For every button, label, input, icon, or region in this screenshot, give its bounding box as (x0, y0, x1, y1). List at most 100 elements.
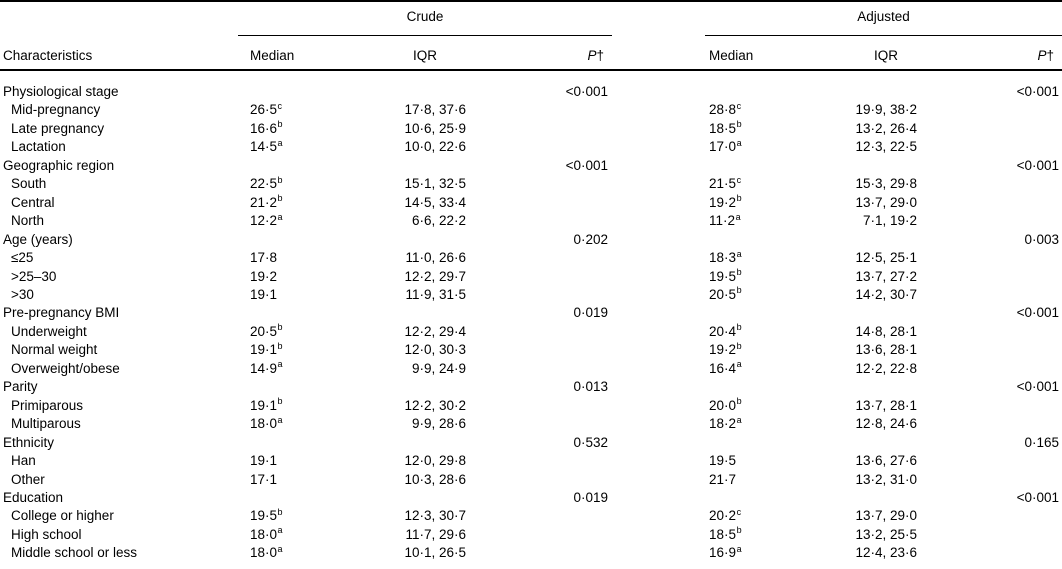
adjusted-median-cell (705, 70, 797, 101)
crude-median-cell: 19·5b (250, 506, 283, 524)
crude-median-cell: 16·6b (250, 119, 283, 136)
gap-cell (612, 526, 705, 544)
table-header: Crude Adjusted Characteristics Median IQ… (0, 1, 1062, 71)
adjusted-median-cell: 18·5b (709, 119, 742, 136)
row-label: Physiological stage (3, 84, 119, 99)
significance-superscript: a (735, 211, 741, 222)
column-header-row: Characteristics Median IQR P† Median IQR… (0, 35, 1062, 71)
gap-cell (612, 268, 705, 286)
table-row: Pre-pregnancy BMI 0·019 <0·001 (0, 304, 1062, 322)
significance-superscript: c (736, 506, 742, 517)
significance-superscript: b (277, 322, 283, 333)
gap-cell (612, 175, 705, 193)
crude-iqr-header: IQR (332, 35, 472, 71)
gap-cell (612, 194, 705, 212)
significance-superscript: b (736, 193, 742, 204)
gap-cell (612, 286, 705, 304)
significance-superscript: b (277, 193, 283, 204)
adjusted-median-cell: 21·7 (709, 471, 737, 487)
gap-cell (612, 378, 705, 396)
adjusted-median-cell (705, 434, 797, 452)
significance-superscript: b (736, 340, 742, 351)
crude-p-cell (472, 507, 612, 525)
crude-iqr-cell: 10·6, 25·9 (404, 120, 466, 136)
crude-group-label: Crude (406, 9, 444, 24)
gap-cell (612, 341, 705, 359)
adjusted-iqr-cell (797, 157, 924, 175)
row-label: Normal weight (11, 342, 98, 358)
adjusted-p-cell: 0·165 (1024, 434, 1060, 450)
adjusted-iqr-cell: 13·7, 29·0 (855, 508, 918, 524)
adjusted-median-cell: 20·2c (709, 506, 742, 524)
gap-cell (612, 489, 705, 507)
crude-iqr-cell (332, 378, 472, 396)
gap-cell (612, 249, 705, 267)
row-label: Han (11, 453, 36, 469)
group-header-row: Crude Adjusted (0, 1, 1062, 36)
crude-p-cell (472, 341, 612, 359)
adjusted-p-cell (924, 286, 1062, 304)
significance-superscript: c (277, 100, 283, 111)
crude-iqr-cell: 12·2, 29·7 (404, 268, 466, 284)
significance-superscript: a (277, 525, 283, 536)
adjusted-median-cell: 28·8c (709, 100, 742, 118)
significance-superscript: b (736, 525, 742, 536)
adjusted-p-cell (924, 397, 1062, 415)
adjusted-median-cell (705, 231, 797, 249)
crude-median-cell: 26·5c (250, 100, 283, 118)
adjusted-iqr-cell: 12·8, 24·6 (855, 416, 918, 432)
crude-group-header: Crude (238, 1, 613, 36)
gap-cell (612, 101, 705, 119)
crude-iqr-cell: 11·0, 26·6 (405, 250, 466, 266)
adjusted-p-cell: <0·001 (1016, 157, 1060, 173)
crude-p-cell: <0·001 (565, 84, 609, 99)
gap-cell (612, 231, 705, 249)
row-label: College or higher (11, 508, 114, 524)
crude-median-cell: 14·5a (250, 137, 283, 155)
gap-cell (612, 212, 705, 230)
crude-p-cell (472, 268, 612, 286)
adjusted-median-cell: 20·4b (709, 322, 742, 339)
adjusted-iqr-header: IQR (797, 35, 925, 71)
significance-superscript: b (277, 506, 283, 517)
crude-iqr-cell (332, 231, 472, 249)
row-label: Lactation (11, 139, 66, 155)
table-row: Central 21·2b 14·5, 33·4 19·2b 13·7, 29·0 (0, 194, 1062, 212)
group-header-spacer (0, 1, 238, 36)
table-row: Multiparous 18·0a 9·9, 28·6 18·2a 12·8, 24·6 (0, 415, 1062, 433)
adjusted-iqr-cell: 14·8, 28·1 (855, 323, 918, 339)
significance-superscript: a (736, 137, 742, 148)
significance-superscript: a (277, 543, 283, 554)
crude-p-cell: 0·532 (573, 434, 609, 450)
table-row: Lactation 14·5a 10·0, 22·6 17·0a 12·3, 22·5 (0, 138, 1062, 156)
adjusted-median-cell: 21·5c (709, 174, 742, 192)
crude-p-symbol: P (587, 48, 597, 63)
significance-superscript: a (736, 359, 742, 370)
significance-superscript: c (736, 174, 742, 185)
crude-p-cell (472, 175, 612, 193)
crude-median-cell: 12·2a (250, 211, 283, 229)
table-row: College or higher 19·5b 12·3, 30·7 20·2c 13·… (0, 507, 1062, 525)
crude-median-cell: 14·9a (250, 359, 283, 376)
significance-superscript: b (277, 340, 283, 351)
gap-cell (612, 304, 705, 322)
adjusted-iqr-cell (797, 489, 924, 507)
crude-median-cell: 22·5b (250, 174, 283, 192)
crude-median-cell (238, 157, 332, 175)
crude-p-cell (472, 415, 612, 433)
gap-cell (612, 452, 705, 470)
crude-p-header: P† (472, 35, 613, 71)
adjusted-median-cell: 11·2a (709, 211, 741, 229)
adjusted-p-cell (924, 415, 1062, 433)
crude-median-cell: 18·0a (250, 543, 283, 561)
adjusted-p-cell (924, 544, 1062, 569)
crude-median-cell: 18·0a (250, 525, 283, 542)
crude-iqr-cell: 9·9, 28·6 (411, 416, 466, 432)
table-row: Physiological stage <0·001 <0·001 (0, 70, 1062, 101)
adjusted-iqr-cell: 13·6, 28·1 (855, 342, 918, 358)
gap-cell (612, 323, 705, 341)
crude-iqr-cell: 12·2, 30·2 (404, 397, 466, 413)
adjusted-median-cell: 19·5b (709, 267, 742, 284)
crude-median-cell (238, 231, 332, 249)
